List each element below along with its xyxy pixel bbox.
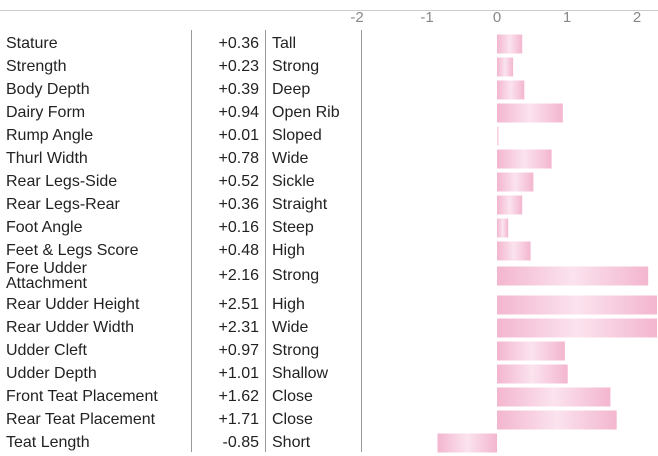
trait-value: +0.94 [218,104,259,121]
trait-name: Feet & Legs Score [6,242,139,259]
trait-name: Strength [6,58,67,75]
trait-name: Rear Udder Width [6,319,135,336]
divider-value-desc [265,30,266,452]
bar [497,34,523,54]
bar [497,126,499,146]
trait-descriptor: Short [272,434,311,451]
bars-group [437,34,657,453]
trait-name: Teat Length [6,434,90,451]
trait-value: +2.16 [218,267,259,284]
bar [497,341,565,361]
trait-value: +0.36 [218,196,259,213]
trait-descriptor: Strong [272,342,320,359]
trait-name: Fore Udder Attachment [6,260,87,292]
trait-value: -0.85 [222,434,259,451]
trait-value: +1.62 [218,388,259,405]
bar [497,410,617,430]
x-tick-label: -1 [420,9,434,26]
trait-descriptor: Wide [272,319,309,336]
trait-descriptor: Sloped [272,127,322,144]
bar [497,295,657,315]
trait-descriptor: Strong [272,58,320,75]
bar [497,241,531,261]
bar [497,80,525,100]
divider-desc-chart [361,30,362,452]
trait-name: Body Depth [6,81,90,98]
trait-name: Rear Teat Placement [6,411,156,428]
trait-descriptor: High [272,296,305,313]
trait-name: Udder Depth [6,365,97,382]
trait-descriptor: Deep [272,81,311,98]
trait-value: +0.01 [218,127,259,144]
bar [497,218,509,238]
bar [437,433,497,453]
trait-value: +0.48 [218,242,259,259]
x-tick-label: 1 [562,9,572,26]
x-tick-label: -2 [350,9,364,26]
trait-value: +0.23 [218,58,259,75]
trait-name: Rump Angle [6,127,94,144]
trait-name: Udder Cleft [6,342,87,359]
trait-descriptor: Straight [272,196,328,213]
trait-name: Stature [6,35,58,52]
trait-value: +1.71 [218,411,259,428]
trait-name: Rear Udder Height [6,296,140,313]
bar [497,149,552,169]
bar [497,57,514,77]
x-tick-label: 0 [492,9,502,26]
trait-descriptor: Tall [272,35,297,52]
x-tick-label: 2 [632,9,642,26]
trait-name: Thurl Width [6,150,88,167]
bar [497,172,534,192]
trait-name: Foot Angle [6,219,83,236]
trait-value: +1.01 [218,365,259,382]
bar [497,195,523,215]
trait-value: +0.97 [218,342,259,359]
trait-name: Rear Legs-Side [6,173,118,190]
trait-descriptor: Close [272,388,313,405]
bar [497,364,568,384]
trait-value: +0.36 [218,35,259,52]
trait-value: +2.31 [218,319,259,336]
trait-value: +0.16 [218,219,259,236]
trait-descriptor: Sickle [272,173,315,190]
bar [497,387,611,407]
trait-descriptor: High [272,242,305,259]
trait-name: Front Teat Placement [6,388,158,405]
bar [497,266,649,286]
divider-name-value [191,30,192,452]
bar [497,103,563,123]
trait-value: +2.51 [218,296,259,313]
trait-descriptor: Open Rib [272,104,340,121]
trait-descriptor: Steep [272,219,314,236]
trait-descriptor: Close [272,411,313,428]
trait-descriptor: Wide [272,150,309,167]
trait-value: +0.52 [218,173,259,190]
bar [497,318,657,338]
trait-descriptor: Strong [272,267,320,284]
trait-name: Rear Legs-Rear [6,196,120,213]
trait-name: Dairy Form [6,104,86,121]
trait-value: +0.39 [218,81,259,98]
trait-descriptor: Shallow [272,365,329,382]
trait-value: +0.78 [218,150,259,167]
